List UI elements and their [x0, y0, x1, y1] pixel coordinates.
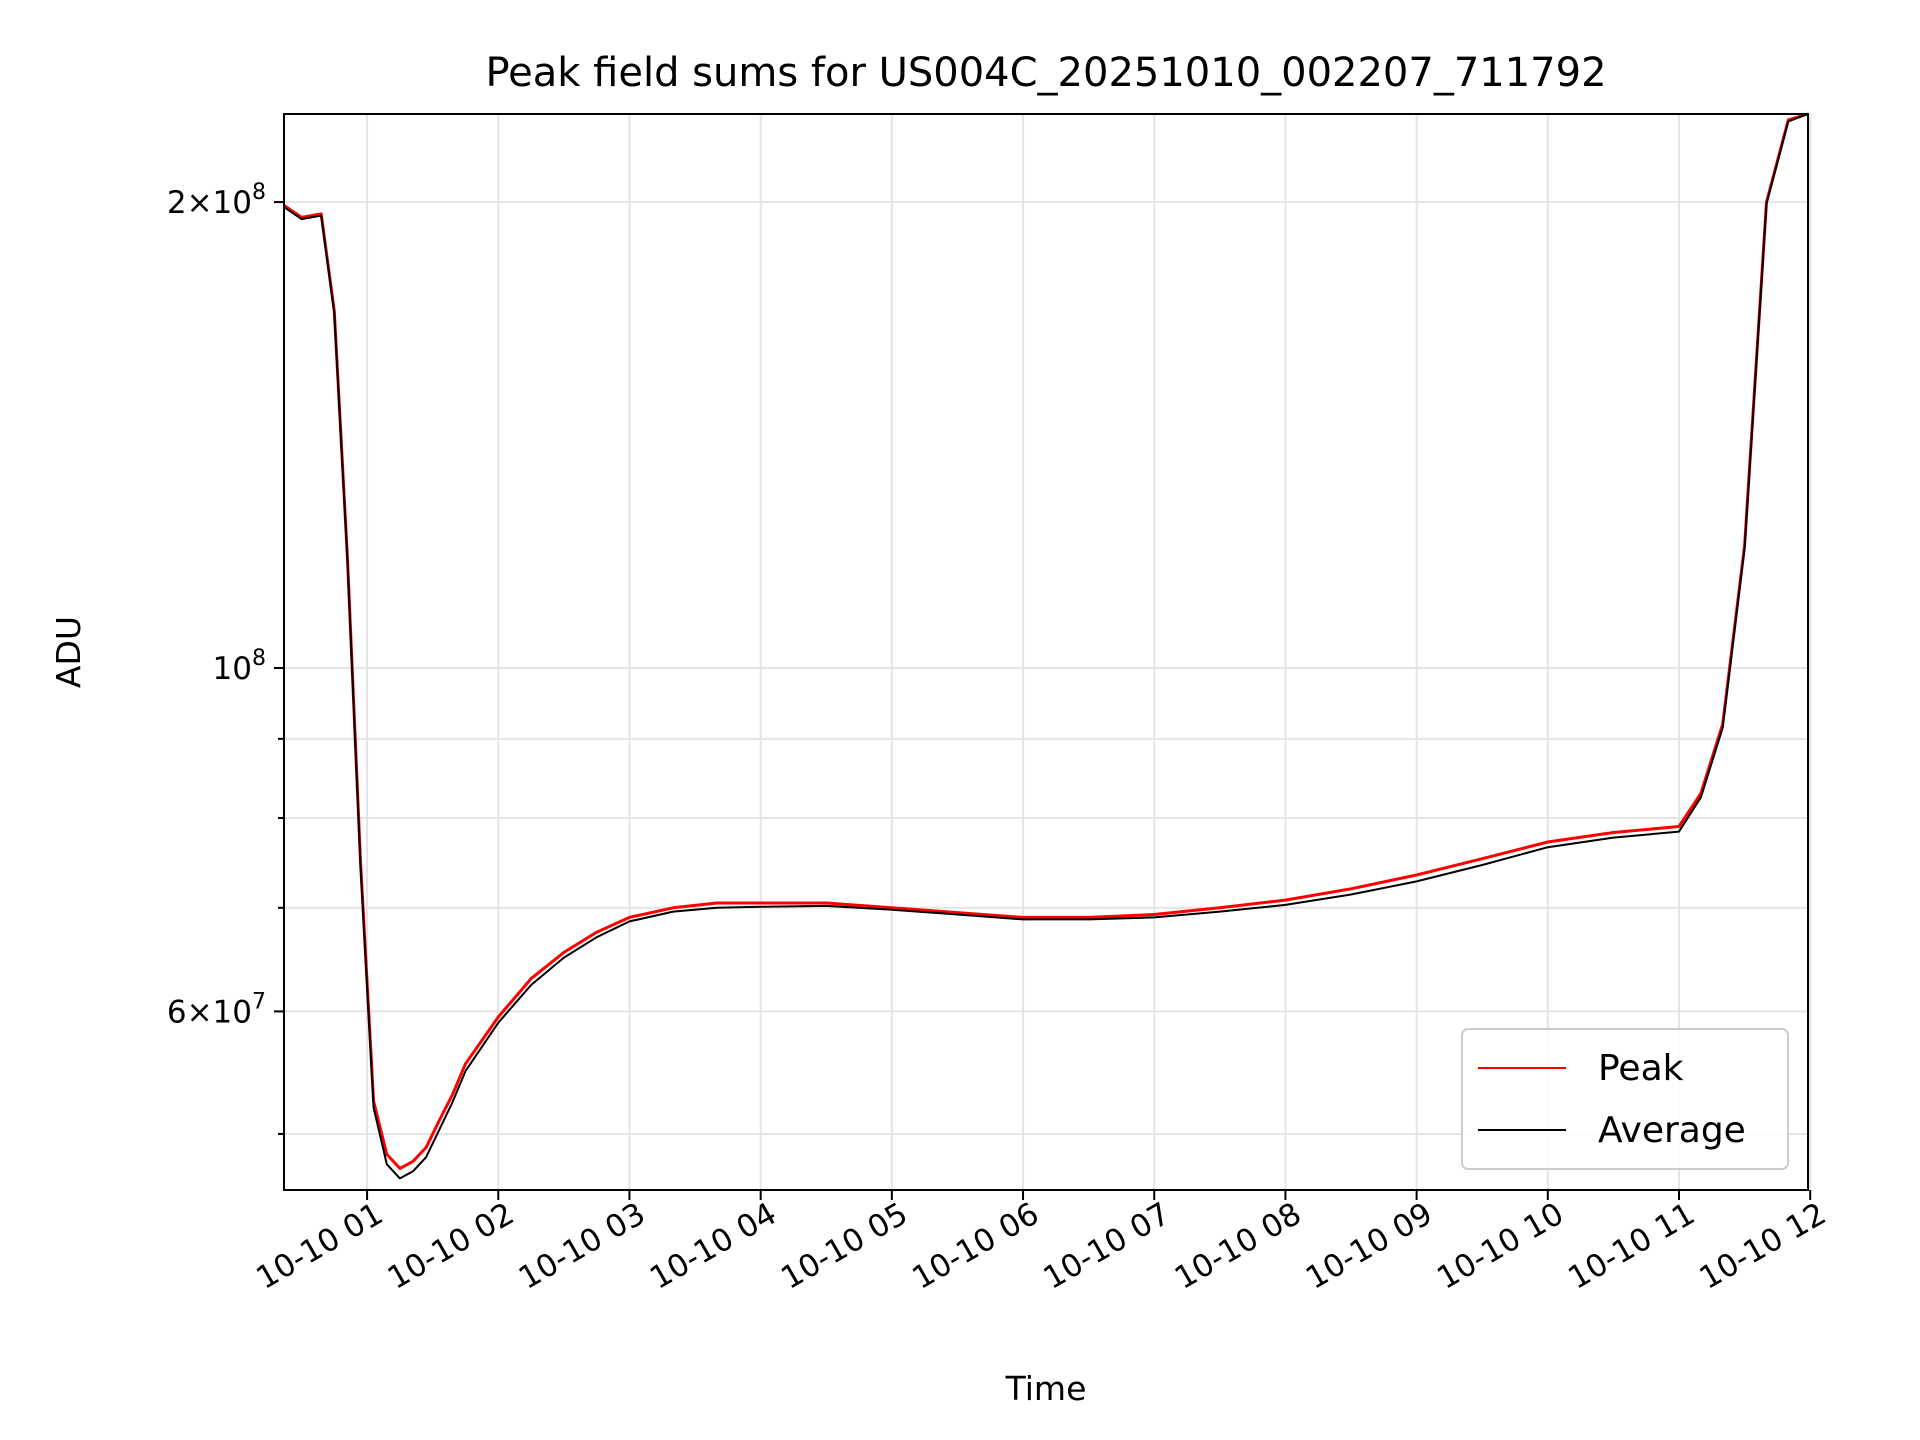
series-line-peak — [283, 112, 1809, 1170]
y-axis-label: ADU — [49, 616, 88, 688]
x-tick-label: 10-10 03 — [513, 1196, 652, 1297]
x-tick-label: 10-10 01 — [250, 1196, 389, 1297]
y-axis: 6×107 108 2×108 — [167, 180, 284, 1135]
y-tick-label: 108 — [213, 646, 266, 687]
x-tick-label: 10-10 07 — [1038, 1196, 1177, 1297]
x-tick-label: 10-10 08 — [1169, 1196, 1308, 1297]
x-tick-label: 10-10 12 — [1693, 1196, 1832, 1297]
legend-label-average: Average — [1598, 1110, 1746, 1151]
plot-frame — [283, 113, 1809, 1191]
legend: Peak Average — [1461, 1028, 1789, 1170]
x-axis-label: Time — [1005, 1369, 1087, 1408]
chart-title: Peak field sums for US004C_20251010_0022… — [485, 50, 1606, 96]
legend-box — [1461, 1028, 1789, 1170]
series-line-average — [283, 113, 1809, 1180]
x-tick-label: 10-10 09 — [1300, 1196, 1439, 1297]
series-layer — [283, 112, 1809, 1180]
x-tick-label: 10-10 04 — [644, 1196, 783, 1297]
y-tick-label: 6×107 — [167, 989, 266, 1030]
legend-label-peak: Peak — [1598, 1048, 1684, 1089]
y-tick-label: 2×108 — [167, 180, 266, 221]
x-tick-label: 10-10 05 — [775, 1196, 914, 1297]
x-tick-label: 10-10 11 — [1562, 1196, 1701, 1297]
x-tick-label: 10-10 10 — [1431, 1196, 1570, 1297]
x-tick-label: 10-10 02 — [382, 1196, 521, 1297]
x-tick-label: 10-10 06 — [906, 1196, 1045, 1297]
